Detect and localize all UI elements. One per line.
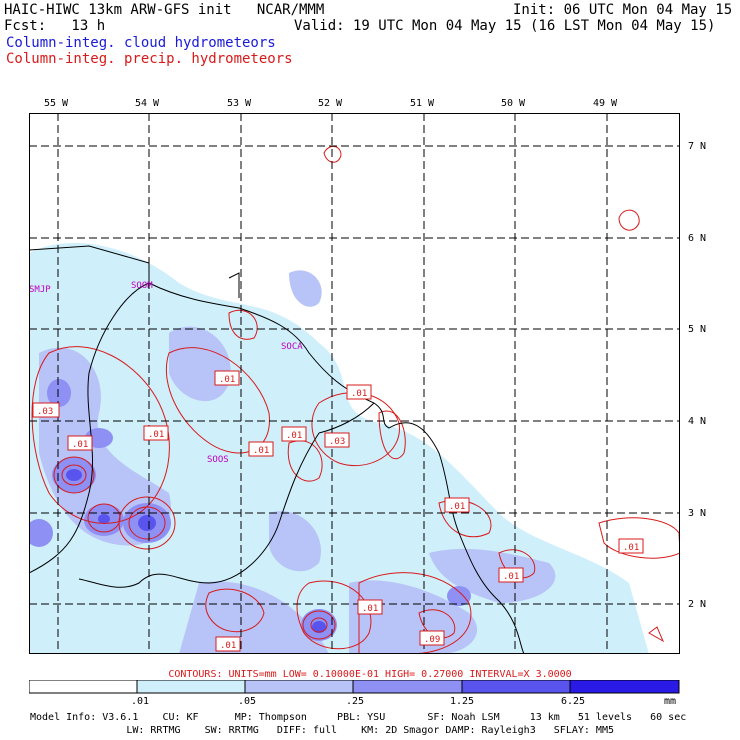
init-time: Init: 06 UTC Mon 04 May 15: [513, 2, 733, 18]
colorbar: [29, 680, 680, 694]
svg-text:.01: .01: [219, 375, 235, 385]
svg-text:.01: .01: [253, 446, 269, 456]
lon-label: 50 W: [501, 98, 526, 109]
cloud-shading-core: [66, 469, 326, 633]
valid-time: Valid: 19 UTC Mon 04 May 15 (16 LST Mon …: [294, 18, 716, 34]
contour-label-box: .03: [324, 432, 350, 448]
contour-label-box: .01: [346, 384, 372, 400]
station-label: SOOM: [131, 281, 153, 291]
model-info-line2: LW: RRTMG SW: RRTMG DIFF: full KM: 2D Sm…: [30, 725, 614, 736]
lat-label: 7 N: [688, 141, 707, 152]
contour-label-box: .01: [281, 426, 307, 442]
svg-text:.03: .03: [329, 437, 345, 447]
contour-label-box: .01: [357, 599, 383, 615]
latlon-grid: [29, 113, 680, 654]
lat-label: 2 N: [688, 599, 707, 610]
contour-label-box: .03: [32, 402, 60, 418]
colorbar-label: .25: [346, 696, 365, 707]
colorbar-unit: mm: [664, 696, 677, 707]
field-precip-label: Column-integ. precip. hydrometeors: [6, 51, 293, 67]
lon-label: 51 W: [410, 98, 435, 109]
plot-title: HAIC-HIWC 13km ARW-GFS init NCAR/MMM: [4, 2, 325, 18]
contour-label-box: .01: [214, 370, 240, 386]
svg-text:.01: .01: [148, 430, 164, 440]
svg-text:.01: .01: [449, 502, 465, 512]
lon-label: 55 W: [44, 98, 69, 109]
contour-label-box: .01: [498, 567, 524, 583]
forecast-hour: Fcst: 13 h: [4, 18, 106, 34]
contour-label-box: .01: [215, 636, 241, 652]
colorbar-label: .01: [131, 696, 150, 707]
lat-label: 6 N: [688, 233, 707, 244]
svg-text:.01: .01: [362, 604, 378, 614]
svg-text:.01: .01: [220, 641, 236, 651]
colorbar-label: .05: [238, 696, 257, 707]
svg-text:.01: .01: [623, 543, 639, 553]
model-info-line1: Model Info: V3.6.1 CU: KF MP: Thompson P…: [30, 712, 687, 723]
contour-label-box: .01: [143, 425, 169, 441]
svg-text:.01: .01: [286, 431, 302, 441]
contour-label-box: .01: [618, 538, 644, 554]
contour-label-box: .01: [248, 441, 274, 457]
lat-label: 3 N: [688, 508, 707, 519]
lon-label: 54 W: [135, 98, 160, 109]
contour-label-box: .09: [419, 630, 445, 646]
svg-text:.01: .01: [351, 389, 367, 399]
field-cloud-label: Column-integ. cloud hydrometeors: [6, 35, 276, 51]
svg-text:.03: .03: [37, 407, 53, 417]
lon-label: 52 W: [318, 98, 343, 109]
colorbar-label: 6.25: [561, 696, 586, 707]
map-panel: SMJP SOOM SOCA SOOS .03 .01 .01 .01 .01 …: [29, 113, 680, 654]
station-label: SMJP: [29, 285, 51, 295]
svg-text:.01: .01: [72, 440, 88, 450]
contour-label-box: .01: [444, 497, 470, 513]
lon-label: 53 W: [227, 98, 252, 109]
lat-label: 5 N: [688, 324, 707, 335]
contour-label-box: .01: [67, 435, 93, 451]
lon-label: 49 W: [593, 98, 618, 109]
lat-label: 4 N: [688, 416, 707, 427]
contour-info: CONTOURS: UNITS=mm LOW= 0.10000E-01 HIGH…: [168, 669, 572, 680]
svg-text:.01: .01: [503, 572, 519, 582]
station-label: SOOS: [207, 455, 229, 465]
colorbar-label: 1.25: [450, 696, 475, 707]
svg-text:.09: .09: [424, 635, 440, 645]
station-label: SOCA: [281, 342, 303, 352]
